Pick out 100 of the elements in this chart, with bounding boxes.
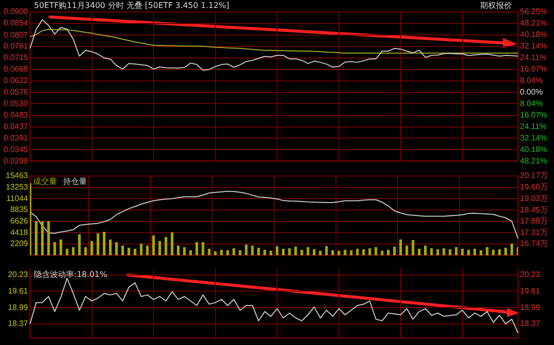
y2-tick-label: 8.04% [520,76,543,86]
y2-tick-label: 17.88万 [520,216,548,226]
y-tick-label: 0.0437 [4,122,29,131]
bar [405,246,408,256]
bar [78,234,81,256]
y2-tick-label: 20.17万 [520,171,548,180]
bar [454,247,458,256]
y-tick-label: 0.0298 [4,156,29,166]
bar [386,250,390,256]
bar [108,240,112,256]
y-tick-label: 19.61 [8,286,29,296]
y-tick-label: 20.23 [8,270,29,280]
bar [368,248,372,256]
text: 持仓量 [63,177,87,186]
y-tick-label: 0.0622 [4,76,29,86]
bar [121,246,124,256]
y2-tick-label: 18.37 [520,319,541,328]
bar [294,246,297,256]
bar [72,247,75,256]
y-tick-label: 0.0668 [4,64,29,74]
bar [102,232,106,256]
y2-tick-label: 18.45万 [520,205,548,214]
bar [176,246,180,256]
bar [306,247,310,256]
bar [47,221,50,256]
y-tick-label: 0.0345 [4,144,29,154]
bar [393,246,396,256]
bar [140,244,143,256]
y-tick-label: 18.37 [8,319,29,328]
bar [34,221,38,256]
bar [263,250,266,256]
bar [498,249,501,256]
y2-tick-label: 40.18% [520,144,548,154]
y2-tick-label: 24.11% [520,122,547,131]
bar [288,248,291,256]
y2-tick-label: 18.99 [520,302,541,312]
bar [96,233,100,256]
bar [220,250,223,256]
y-tick-label: 0.0715 [4,53,29,62]
bar [430,248,433,256]
y2-tick-label: 20.23 [520,270,541,280]
bar [66,248,68,256]
y2-tick-label: 32.14% [520,42,548,51]
y2-tick-label: 40.18% [520,30,548,40]
bar [238,250,242,256]
bar [344,250,346,256]
bar [486,247,488,256]
y-tick-label: 0.0807 [4,30,29,40]
y-tick-label: 0.0854 [4,18,29,28]
y2-tick-label: 19.61 [520,286,541,296]
y-tick-label: 18.99 [8,302,29,312]
bar [312,249,316,256]
y-tick-label: 2209 [10,239,29,248]
y2-tick-label: 16.07% [520,110,548,120]
bar [251,246,254,256]
bar [473,248,476,256]
bar [134,248,136,256]
bar [510,244,514,256]
bar [164,236,168,256]
y-tick-label: 0.0576 [4,88,29,97]
bar [448,249,452,256]
y2-tick-label: 48.21% [520,156,548,166]
y2-tick-label: 19.60万 [520,182,548,192]
y2-tick-label: 16.07% [520,64,548,74]
bar [282,248,285,256]
y-tick-label: 0.0900 [4,7,29,16]
y-tick-label: 0.0761 [4,42,29,51]
y-tick-label: 11044 [6,194,29,203]
y2-tick-label: 8.04% [520,99,543,108]
bar [152,235,155,256]
y2-tick-label: 24.11% [520,53,547,62]
y2-tick-label: 32.14% [520,133,548,142]
y2-tick-label: 19.03万 [520,194,548,203]
bar [356,248,359,256]
bar [84,247,87,256]
y-tick-label: 15463 [6,171,29,180]
bar [257,248,260,256]
bar [300,250,304,256]
y-tick-label: 0.0483 [4,110,29,120]
bar [41,221,44,256]
bar [115,242,118,256]
bar [418,248,420,256]
y-tick-label: 4418 [10,228,29,237]
y-tick-label: 8835 [10,205,29,214]
bar [60,240,62,256]
bar [325,246,328,256]
bar [90,241,94,256]
bar [442,248,446,256]
bar [244,244,248,256]
bar [158,241,162,256]
bar [232,248,236,256]
bar [276,246,278,256]
y2-tick-label: 16.74万 [520,239,548,248]
y-tick-label: 0.0530 [4,98,29,108]
bar [208,248,210,256]
bar [399,240,402,256]
bar [461,248,464,256]
bar [492,250,495,256]
bar [424,246,427,256]
y2-tick-label: 17.31万 [520,228,548,237]
